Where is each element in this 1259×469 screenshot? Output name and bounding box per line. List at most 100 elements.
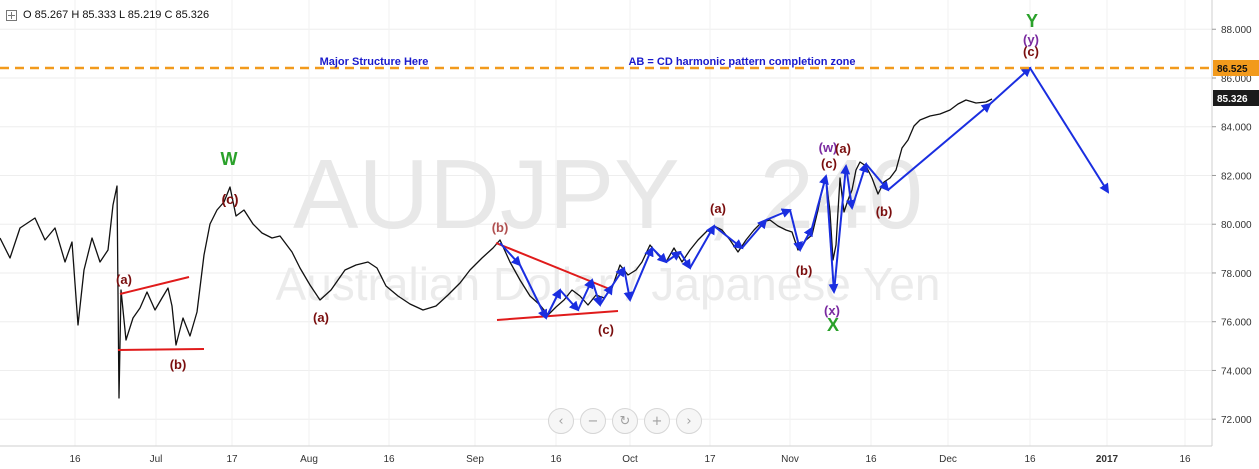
plus-icon[interactable] <box>6 9 17 21</box>
wave-label: (w) <box>819 140 838 155</box>
chart-grid <box>0 0 1212 446</box>
wave-label: (a) <box>710 201 726 216</box>
wave-label: (c) <box>821 156 837 171</box>
y-tick-label: 88.000 <box>1221 25 1252 36</box>
x-tick-label: Oct <box>622 454 638 465</box>
price-line-tag <box>1213 60 1259 76</box>
watermark-description: Australian Dollar / Japanese Yen <box>276 258 941 310</box>
wave-label: (a) <box>116 272 132 287</box>
projection-arrow <box>1029 67 1110 194</box>
reset-chart-button[interactable]: ↻ <box>612 408 638 434</box>
wave-label: (y) <box>1023 32 1039 47</box>
trendline <box>117 348 205 351</box>
watermark-symbol: AUDJPY , 240 <box>293 139 923 249</box>
x-tick-label: Sep <box>466 454 484 465</box>
last-price-tag-label: 85.326 <box>1217 94 1248 105</box>
projection-arrow <box>989 66 1032 105</box>
projection-arrow <box>623 267 634 302</box>
annotation-major-structure: Major Structure Here <box>320 56 429 68</box>
chevron-right-icon: › <box>686 413 692 429</box>
x-tick-label: 16 <box>550 454 562 465</box>
wave-label: (c) <box>221 191 238 207</box>
projection-arrow <box>591 279 603 307</box>
wave-label: Y <box>1026 11 1038 31</box>
projection-arrow <box>765 208 792 221</box>
refresh-icon: ↻ <box>619 413 631 429</box>
x-tick-label: 16 <box>383 454 395 465</box>
y-tick-label: 84.000 <box>1221 123 1252 134</box>
projection-arrow <box>845 165 856 210</box>
x-tick-label: 17 <box>226 454 238 465</box>
projection-arrow <box>679 251 692 270</box>
x-tick-label: 16 <box>69 454 81 465</box>
x-tick-label: 16 <box>865 454 877 465</box>
y-tick-label: 76.000 <box>1221 318 1252 329</box>
projection-arrow <box>665 250 682 263</box>
price-axis[interactable]: 72.000 74.000 76.000 78.000 80.000 82.000 84.0… <box>1212 25 1252 426</box>
chevron-left-icon: ‹ <box>558 413 564 429</box>
projection-arrow <box>651 247 668 264</box>
projection-arrow <box>789 209 803 252</box>
y-tick-label: 78.000 <box>1221 269 1252 280</box>
x-tick-label: Nov <box>781 454 799 465</box>
projection-arrow <box>833 164 851 293</box>
wave-label: W <box>221 149 238 169</box>
x-tick-label: 2017 <box>1096 454 1119 465</box>
wave-label: (c) <box>598 322 614 337</box>
x-tick-label: 17 <box>704 454 716 465</box>
wave-labels: W(c)(a)(b)(a)(b)(c)(a)(b)(w)(a)(c)(x)X(b… <box>116 11 1039 372</box>
ohlc-legend: O 85.267 H 85.333 L 85.219 C 85.326 <box>6 9 209 21</box>
trendline <box>119 276 190 295</box>
projection-arrow <box>865 163 890 192</box>
wave-label: (b) <box>876 204 893 219</box>
y-tick-label: 86.000 <box>1221 74 1252 85</box>
projection-arrow <box>689 224 715 269</box>
wave-label: (c) <box>1023 44 1039 59</box>
projection-arrow <box>825 175 839 294</box>
projection-arrow <box>851 162 869 209</box>
wave-label: (a) <box>313 310 329 325</box>
zoom-in-button[interactable]: + <box>644 408 670 434</box>
projection-arrow <box>611 266 626 287</box>
projection-arrow <box>713 225 744 250</box>
projection-arrow <box>741 218 768 249</box>
projection-arrow <box>799 226 813 251</box>
y-tick-label: 72.000 <box>1221 415 1252 426</box>
wave-label: X <box>827 315 839 335</box>
y-tick-label: 74.000 <box>1221 366 1252 377</box>
time-axis[interactable]: 16 Jul 17 Aug 16 Sep 16 Oct 17 Nov 16 Dec 16 2017 16 <box>69 454 1191 465</box>
projection-arrow <box>499 242 522 267</box>
projection-arrow <box>887 102 992 191</box>
ohlc-values: O 85.267 H 85.333 L 85.219 C 85.326 <box>23 9 210 21</box>
projection-arrow <box>545 288 561 319</box>
annotation-harmonic-zone: AB = CD harmonic pattern completion zone <box>628 56 855 68</box>
price-tags: 86.525 85.326 <box>1213 60 1259 106</box>
x-tick-label: Aug <box>300 454 318 465</box>
scroll-right-button[interactable]: › <box>676 408 702 434</box>
projection-arrow <box>577 278 594 311</box>
wave-label: (b) <box>170 357 187 372</box>
scroll-left-button[interactable]: ‹ <box>548 408 574 434</box>
x-tick-label: Dec <box>939 454 957 465</box>
zoom-out-button[interactable]: − <box>580 408 606 434</box>
price-line-tag-label: 86.525 <box>1217 64 1248 75</box>
projection-arrow <box>599 284 614 306</box>
plus-icon: + <box>651 413 663 429</box>
y-tick-label: 82.000 <box>1221 171 1252 182</box>
wave-label: (b) <box>796 263 813 278</box>
projection-arrows <box>499 66 1110 320</box>
wave-label: (b) <box>492 220 509 235</box>
x-tick-label: 16 <box>1024 454 1036 465</box>
minus-icon: − <box>587 413 599 429</box>
wave-label: (x) <box>824 303 840 318</box>
trendline <box>496 310 619 321</box>
projection-arrow <box>519 264 547 320</box>
x-tick-label: Jul <box>150 454 163 465</box>
chart-navigation: ‹ − ↻ + › <box>548 408 702 434</box>
time-axis-background <box>0 446 1259 469</box>
projection-arrow <box>811 174 829 229</box>
x-tick-label: 16 <box>1179 454 1191 465</box>
wave-label: (a) <box>835 141 851 156</box>
y-tick-label: 80.000 <box>1221 220 1252 231</box>
